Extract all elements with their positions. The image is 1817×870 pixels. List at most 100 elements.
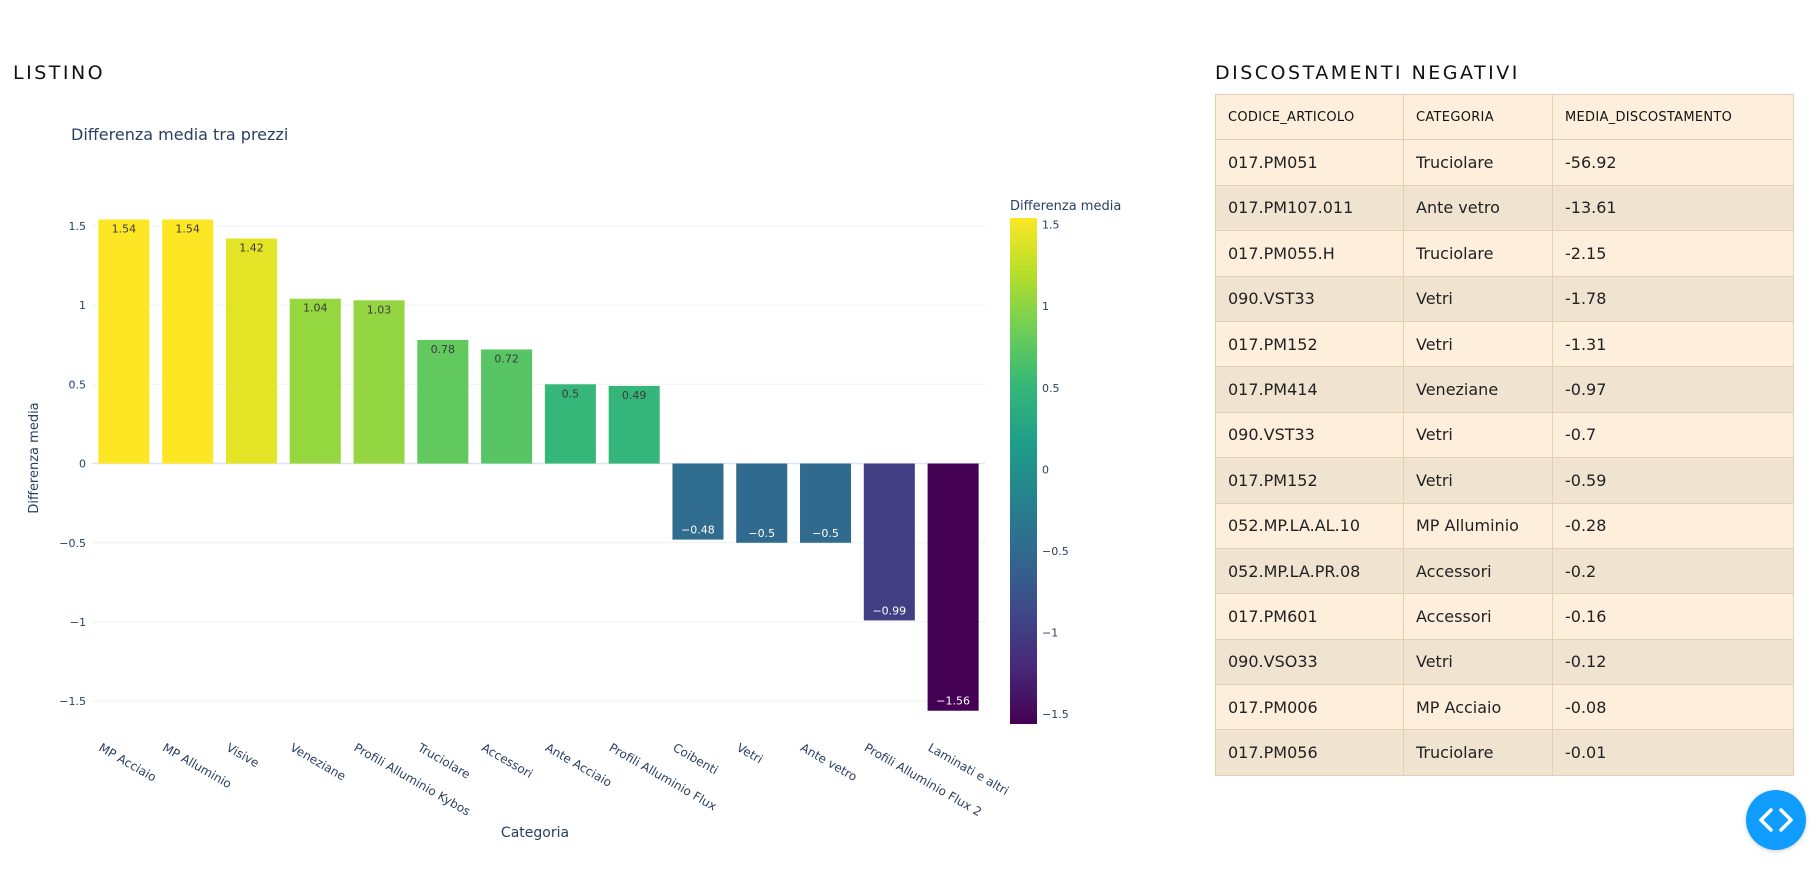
table-row: 090.VSO33 Vetri -0.12	[1215, 638, 1794, 686]
bar-data-label: −0.5	[748, 527, 775, 540]
table-cell: Truciolare	[1403, 729, 1553, 776]
table-cell: Vetri	[1403, 638, 1553, 686]
discostamenti-title: DISCOSTAMENTI NEGATIVI	[1215, 62, 1520, 84]
colorbar-tick-label: −1	[1042, 627, 1058, 640]
bar[interactable]	[98, 219, 150, 464]
table-cell: Vetri	[1403, 275, 1553, 322]
table-cell: 017.PM152	[1215, 320, 1404, 368]
chart-title: Differenza media tra prezzi	[71, 125, 288, 144]
y-tick-label: −1	[70, 616, 86, 629]
table-cell: Vetri	[1403, 411, 1553, 459]
table-cell: Veneziane	[1403, 366, 1553, 413]
bar[interactable]	[672, 463, 724, 540]
bar[interactable]	[289, 298, 341, 464]
table-row: 017.PM414 Veneziane -0.97	[1215, 366, 1794, 413]
y-tick-label: 1	[79, 299, 86, 312]
table-cell: -0.59	[1552, 457, 1794, 504]
table-cell: 052.MP.LA.PR.08	[1215, 547, 1404, 595]
table-cell: 090.VST33	[1215, 275, 1404, 322]
colorbar-tick-label: −0.5	[1042, 545, 1069, 558]
bar[interactable]	[544, 384, 596, 464]
bar[interactable]	[225, 238, 277, 464]
table-cell: Ante vetro	[1403, 184, 1553, 232]
y-tick-label: 1.5	[69, 220, 87, 233]
bar-data-label: 1.42	[239, 242, 264, 255]
bar[interactable]	[417, 339, 469, 464]
table-cell: Accessori	[1403, 547, 1553, 595]
table-cell: 052.MP.LA.AL.10	[1215, 502, 1404, 549]
y-tick-label: 0.5	[69, 378, 87, 391]
table-cell: MP Alluminio	[1403, 502, 1553, 549]
bar[interactable]	[481, 349, 533, 464]
y-tick-label: −0.5	[59, 537, 86, 550]
table-row: 017.PM056 Truciolare -0.01	[1215, 729, 1794, 776]
table-cell: Vetri	[1403, 457, 1553, 504]
table-cell: 017.PM414	[1215, 366, 1404, 413]
chart-svg: Differenza media tra prezzi 1.54 1.54 1.42…	[27, 125, 1121, 841]
bar-data-label: −0.5	[812, 527, 839, 540]
bar[interactable]	[162, 219, 214, 464]
bar[interactable]	[736, 463, 788, 543]
bar-chart: Differenza media tra prezzi 1.54 1.54 1.42…	[0, 100, 1160, 860]
table-cell: Truciolare	[1403, 230, 1553, 277]
colorbar-title: Differenza media	[1010, 199, 1121, 214]
bar-data-label: 0.49	[622, 389, 647, 402]
table-cell: -1.31	[1552, 320, 1794, 368]
colorbar	[1010, 218, 1037, 724]
discostamenti-table: CODICE_ARTICOLO CATEGORIA MEDIA_DISCOSTAME…	[1215, 93, 1794, 776]
bar-data-label: 0.78	[431, 343, 456, 356]
x-tick-label: Coibenti	[670, 740, 720, 777]
bar[interactable]	[927, 463, 979, 711]
table-cell: -0.97	[1552, 366, 1794, 413]
code-icon	[1759, 808, 1793, 832]
table-cell: -1.78	[1552, 275, 1794, 322]
bar[interactable]	[608, 385, 660, 464]
bar-data-label: 0.5	[562, 387, 580, 400]
listino-title: LISTINO	[13, 62, 106, 84]
table-cell: -0.2	[1552, 547, 1794, 595]
table-row: 017.PM055.H Truciolare -2.15	[1215, 230, 1794, 277]
bar-data-label: 1.54	[175, 223, 200, 236]
table-cell: 090.VSO33	[1215, 638, 1404, 686]
bar[interactable]	[353, 300, 405, 464]
x-tick-label: Profili Alluminio Flux	[607, 740, 719, 813]
column-header: MEDIA_DISCOSTAMENTO	[1552, 93, 1794, 141]
colorbar-tick-label: 0.5	[1042, 382, 1060, 395]
table-cell: -0.28	[1552, 502, 1794, 549]
table-cell: Truciolare	[1403, 139, 1553, 186]
x-tick-label: Truciolare	[414, 740, 472, 782]
x-tick-label: Ante vetro	[798, 740, 859, 784]
table-row: 017.PM152 Vetri -1.31	[1215, 320, 1794, 368]
table-cell: -0.16	[1552, 593, 1794, 640]
y-tick-label: −1.5	[59, 695, 86, 708]
bar[interactable]	[863, 463, 915, 621]
colorbar-tick-label: 0	[1042, 463, 1049, 476]
table-cell: Vetri	[1403, 320, 1553, 368]
bar-data-label: 1.54	[112, 223, 137, 236]
table-cell: 017.PM601	[1215, 593, 1404, 640]
table-cell: 017.PM152	[1215, 457, 1404, 504]
colorbar-tick-label: 1.5	[1042, 219, 1060, 232]
table-cell: 017.PM056	[1215, 729, 1404, 776]
table-row: 052.MP.LA.PR.08 Accessori -0.2	[1215, 547, 1794, 595]
table-row: 090.VST33 Vetri -0.7	[1215, 411, 1794, 459]
x-tick-label: Profili Alluminio Flux 2	[862, 740, 984, 819]
x-tick-label: Profili Alluminio Kybos	[352, 740, 473, 818]
x-tick-label: Visive	[224, 740, 262, 770]
table-cell: -2.15	[1552, 230, 1794, 277]
table-cell: -13.61	[1552, 184, 1794, 232]
table-cell: -0.7	[1552, 411, 1794, 459]
y-axis-label: Differenza media	[27, 402, 42, 513]
bar[interactable]	[800, 463, 852, 543]
bar-data-label: 1.04	[303, 302, 328, 315]
table-row: 052.MP.LA.AL.10 MP Alluminio -0.28	[1215, 502, 1794, 549]
table-cell: MP Acciaio	[1403, 684, 1553, 731]
table-cell: 017.PM006	[1215, 684, 1404, 731]
x-tick-label: Vetri	[734, 740, 765, 766]
table-cell: 017.PM107.011	[1215, 184, 1404, 232]
bar-data-label: 1.03	[367, 303, 392, 316]
colorbar-tick-label: 1	[1042, 300, 1049, 313]
code-toggle-button[interactable]	[1746, 790, 1806, 850]
y-tick-label: 0	[79, 458, 86, 471]
colorbar-tick-label: −1.5	[1042, 708, 1069, 721]
